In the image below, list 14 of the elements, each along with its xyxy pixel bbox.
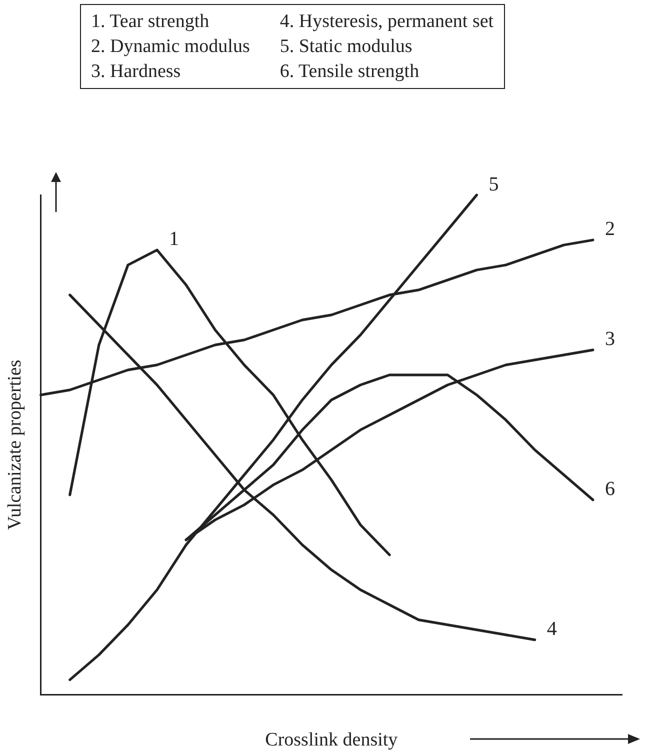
series-label: 4 xyxy=(546,618,557,640)
series-label: 2 xyxy=(604,218,615,240)
text: 5. Static modulus xyxy=(280,35,414,59)
x-axis-title: Crosslink density xyxy=(265,730,398,751)
series-label: 3 xyxy=(604,328,615,350)
text: 3. Hardness xyxy=(91,60,182,84)
text: 1. Tear strength xyxy=(91,10,210,34)
series-label: 5 xyxy=(488,173,499,196)
text: 4. Hysteresis, permanent set xyxy=(280,10,494,34)
series-label: 6 xyxy=(604,478,615,500)
text: 2. Dynamic modulus xyxy=(91,35,250,59)
text: 6. Tensile strength xyxy=(280,60,420,84)
y-axis-title: Vulcanizate properties xyxy=(4,360,26,530)
series-label: 1 xyxy=(169,228,180,250)
